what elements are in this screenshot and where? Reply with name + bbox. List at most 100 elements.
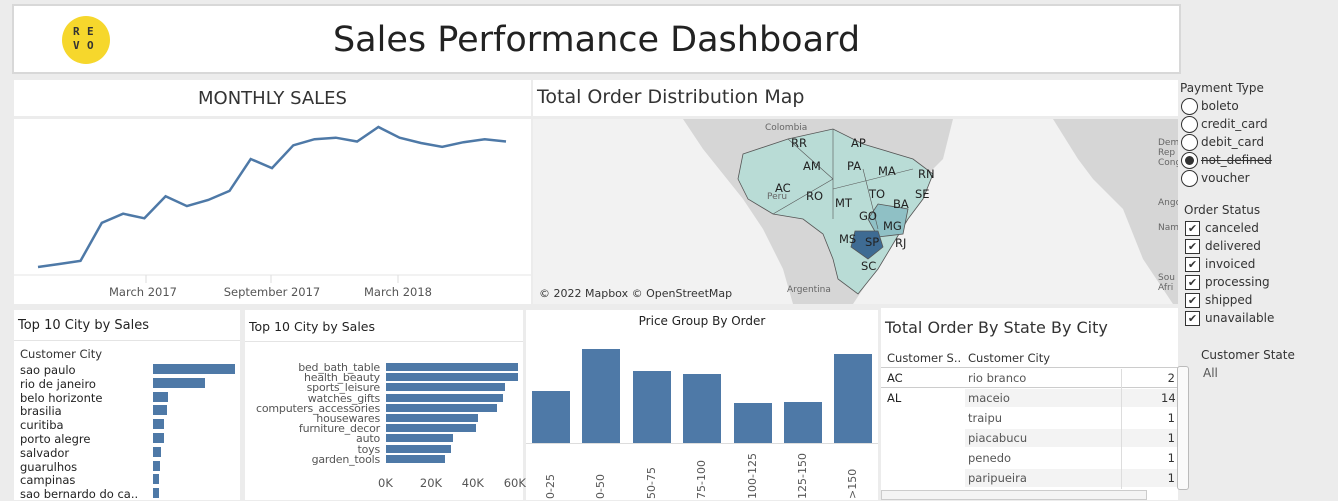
monthly-sales-chart[interactable]: March 2017 September 2017 March 2018 xyxy=(14,119,531,304)
column-header-state[interactable]: Customer S.. xyxy=(887,351,962,365)
radio-button[interactable] xyxy=(1181,116,1198,133)
category-label: auto xyxy=(356,432,380,446)
city-bar[interactable] xyxy=(153,405,167,416)
payment-option-not-defined[interactable]: not_defined xyxy=(1181,151,1281,169)
monthly-sales-svg: March 2017 September 2017 March 2018 xyxy=(14,125,531,299)
order-distribution-map[interactable]: RR AP AM PA MA RN AC RO MT TO BA SE GO MG MS SP RJ SC Colo… xyxy=(533,119,1178,304)
radio-button[interactable] xyxy=(1181,152,1198,169)
customer-state-filter[interactable]: All xyxy=(1203,366,1218,380)
map-state-label: RO xyxy=(806,189,824,203)
category-bar[interactable] xyxy=(386,424,477,433)
revo-logo: R E V O xyxy=(62,16,110,64)
city-bar[interactable] xyxy=(153,474,159,485)
category-bar[interactable] xyxy=(386,414,479,422)
category-panel: Top 10 City by Sales bed_bath_table healt… xyxy=(245,310,526,500)
price-bar[interactable] xyxy=(632,371,671,443)
map-state-label: SP xyxy=(865,235,880,249)
price-bar[interactable] xyxy=(532,391,570,443)
x-tick-label: March 2017 xyxy=(109,285,177,299)
payment-option-credit-card[interactable]: credit_card xyxy=(1181,115,1281,133)
category-bar[interactable] xyxy=(386,403,497,412)
state-border xyxy=(787,138,834,180)
radio-button[interactable] xyxy=(1181,170,1198,187)
status-option-label: canceled xyxy=(1205,221,1259,235)
price-bar[interactable] xyxy=(834,354,873,443)
status-option-delivered[interactable]: ✔ delivered xyxy=(1181,237,1281,255)
price-group-bar-chart[interactable]: 0-25 0-50 50-75 75-100 100-125 125-150 >150 xyxy=(526,310,878,500)
city-bar[interactable] xyxy=(153,364,235,374)
category-title: Top 10 City by Sales xyxy=(249,319,375,334)
status-option-canceled[interactable]: ✔ canceled xyxy=(1181,219,1281,237)
table-horizontal-scrollbar[interactable] xyxy=(881,490,1147,500)
price-bar[interactable] xyxy=(733,403,772,443)
category-label: sports_leisure xyxy=(306,381,381,395)
checkbox[interactable]: ✔ xyxy=(1185,293,1200,308)
status-option-label: processing xyxy=(1205,275,1270,289)
map-state-label: RN xyxy=(918,167,935,181)
price-bar[interactable] xyxy=(582,349,621,443)
category-bar[interactable] xyxy=(386,454,445,463)
city-bar[interactable] xyxy=(153,460,160,471)
city-cell: rio branco xyxy=(968,371,1027,385)
payment-option-voucher[interactable]: voucher xyxy=(1181,169,1281,187)
price-bar[interactable] xyxy=(784,402,822,443)
divider xyxy=(881,387,1178,388)
payment-option-label: debit_card xyxy=(1201,135,1264,149)
city-label: curitiba xyxy=(20,418,64,433)
city-bar[interactable] xyxy=(153,377,205,388)
status-option-processing[interactable]: ✔ processing xyxy=(1181,273,1281,291)
map-state-label: SE xyxy=(915,187,930,201)
category-bar[interactable] xyxy=(386,434,453,443)
value-cell: 14 xyxy=(1161,391,1175,405)
status-option-shipped[interactable]: ✔ shipped xyxy=(1181,291,1281,309)
map-country-label: Demo xyxy=(1158,138,1178,148)
map-country-label: Peru xyxy=(767,192,788,202)
category-bar[interactable] xyxy=(386,383,506,392)
price-x-label: 100-125 xyxy=(745,453,759,499)
checkbox[interactable]: ✔ xyxy=(1185,257,1200,272)
checkbox[interactable]: ✔ xyxy=(1185,311,1200,326)
category-label: housewares xyxy=(316,412,380,425)
city-bar[interactable] xyxy=(153,488,159,499)
map-country-label: Sou xyxy=(1158,273,1175,283)
map-state-label: AP xyxy=(851,136,866,150)
checkbox[interactable]: ✔ xyxy=(1185,221,1200,236)
state-city-panel: Total Order By State By City Customer S.… xyxy=(881,308,1189,500)
category-bar[interactable] xyxy=(386,373,518,382)
checkbox[interactable]: ✔ xyxy=(1185,275,1200,290)
city-bar[interactable] xyxy=(153,433,164,443)
price-group-title: Price Group By Order xyxy=(638,314,766,328)
status-option-invoiced[interactable]: ✔ invoiced xyxy=(1181,255,1281,273)
row-stripe xyxy=(965,429,1178,447)
city-bar[interactable] xyxy=(153,391,168,402)
table-scrollbar[interactable] xyxy=(1177,366,1189,490)
payment-option-boleto[interactable]: boleto xyxy=(1181,97,1281,115)
category-bar[interactable] xyxy=(386,393,504,402)
price-bar[interactable] xyxy=(683,374,722,443)
radio-button[interactable] xyxy=(1181,98,1198,115)
category-bar[interactable] xyxy=(386,444,451,453)
order-status-title: Order Status xyxy=(1184,203,1261,217)
radio-button[interactable] xyxy=(1181,134,1198,151)
price-x-label: 75-100 xyxy=(695,460,709,499)
city-label: rio de janeiro xyxy=(20,376,96,391)
state-city-table: Customer S.. Customer City AC rio branco 2… xyxy=(881,348,1178,498)
city-label: salvador xyxy=(20,445,70,460)
checkbox[interactable]: ✔ xyxy=(1185,239,1200,254)
category-bar-chart[interactable]: bed_bath_table health_beauty sports_leisur… xyxy=(245,310,526,500)
city-bar[interactable] xyxy=(153,419,164,430)
payment-option-debit-card[interactable]: debit_card xyxy=(1181,133,1281,151)
x-axis-line xyxy=(526,443,878,444)
map-title: Total Order Distribution Map xyxy=(537,86,805,108)
status-option-label: unavailable xyxy=(1205,311,1275,325)
category-bar[interactable] xyxy=(386,363,518,371)
city-bar[interactable] xyxy=(153,446,161,457)
category-label: watches_gifts xyxy=(307,391,380,405)
price-group-panel: Price Group By Order 0-25 0-50 50-75 75-100… xyxy=(526,310,878,500)
city-cell: penedo xyxy=(968,451,1012,465)
status-option-unavailable[interactable]: ✔ unavailable xyxy=(1181,309,1281,327)
status-option-label: shipped xyxy=(1205,293,1253,307)
column-header-city[interactable]: Customer City xyxy=(968,351,1051,365)
map-state-label: RR xyxy=(791,136,807,150)
price-x-label: 125-150 xyxy=(796,453,809,499)
